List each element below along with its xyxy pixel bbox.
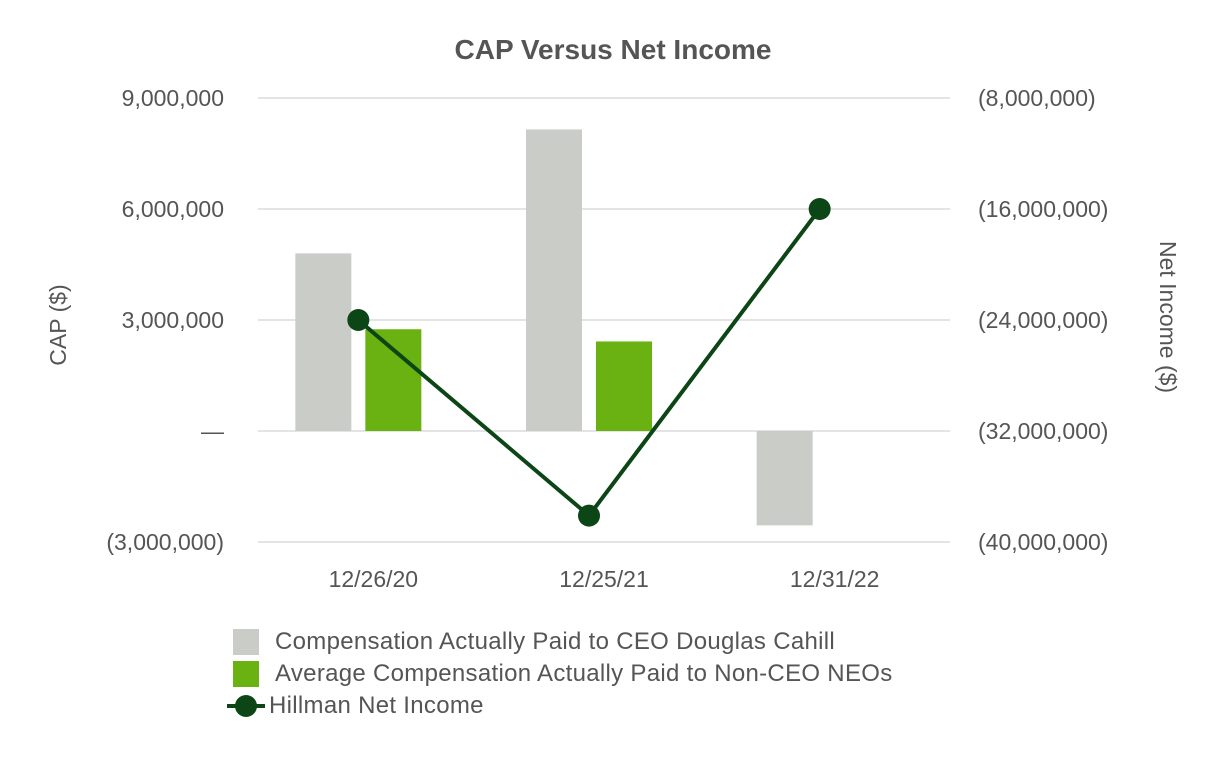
net-income-point-0	[347, 309, 370, 331]
bars	[295, 129, 813, 526]
left-tick-label: 6,000,000	[122, 196, 224, 222]
left-axis-label: CAP ($)	[45, 284, 71, 365]
legend-item-ceo: Compensation Actually Paid to CEO Dougla…	[233, 626, 893, 658]
x-tick-label: 12/25/21	[559, 566, 649, 592]
legend-item-neo: Average Compensation Actually Paid to No…	[233, 658, 893, 690]
legend-label-neo: Average Compensation Actually Paid to No…	[275, 660, 893, 687]
left-axis-ticks: (3,000,000) — 3,000,000 6,000,000 9,000,000	[106, 85, 224, 555]
right-tick-label: (32,000,000)	[978, 418, 1108, 444]
bar-ceo-1	[526, 129, 582, 431]
bar-ceo-2	[756, 431, 813, 526]
x-axis-ticks: 12/26/20 12/25/21 12/31/22	[329, 566, 880, 592]
legend-label-ceo: Compensation Actually Paid to CEO Dougla…	[275, 628, 836, 655]
right-axis-label: Net Income ($)	[1155, 241, 1181, 393]
right-tick-label: (24,000,000)	[978, 307, 1108, 333]
legend-swatch-ceo	[233, 629, 259, 655]
left-tick-label: (3,000,000)	[106, 529, 224, 555]
right-axis-ticks: (40,000,000) (32,000,000) (24,000,000) (16,…	[978, 85, 1108, 555]
bar-neo-0	[365, 329, 422, 431]
legend: Compensation Actually Paid to CEO Dougla…	[227, 626, 893, 722]
right-tick-label: (8,000,000)	[978, 85, 1096, 111]
net-income-line	[347, 198, 831, 527]
left-tick-label: —	[201, 418, 224, 444]
net-income-polyline	[357, 207, 822, 518]
right-tick-label: (40,000,000)	[978, 529, 1108, 555]
bar-ceo-0	[295, 253, 352, 431]
x-tick-label: 12/31/22	[790, 566, 880, 592]
left-tick-label: 9,000,000	[122, 85, 224, 111]
chart-title: CAP Versus Net Income	[455, 34, 772, 65]
net-income-point-2	[808, 198, 831, 220]
legend-label-net-income: Hillman Net Income	[269, 692, 484, 719]
legend-swatch-neo	[233, 661, 259, 687]
legend-line-marker-icon	[227, 693, 265, 719]
cap-vs-net-income-chart: CAP Versus Net Income (3,000,000) — 3,000,…	[45, 34, 1181, 592]
net-income-point-1	[578, 504, 600, 527]
x-tick-label: 12/26/20	[329, 566, 419, 592]
right-tick-label: (16,000,000)	[978, 196, 1108, 222]
legend-item-net-income: Hillman Net Income	[227, 690, 893, 722]
left-tick-label: 3,000,000	[122, 307, 224, 333]
bar-neo-1	[596, 341, 652, 431]
